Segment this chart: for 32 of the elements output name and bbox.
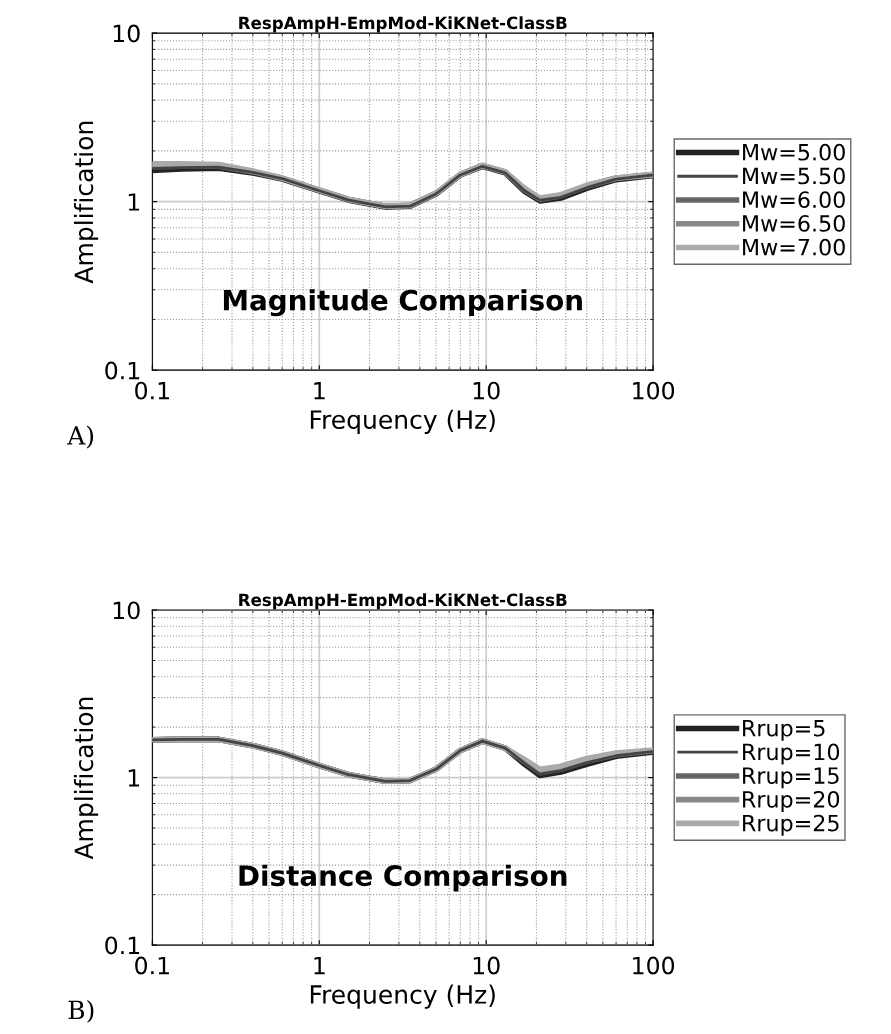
chart-title: RespAmpH-EmpMod-KiKNet-ClassB xyxy=(239,16,567,33)
legend-label: Rrup=10 xyxy=(743,743,840,765)
y-axis-title: Amplification xyxy=(73,697,99,860)
annotation: Magnitude Comparison xyxy=(223,289,582,317)
legend-label: Mw=6.50 xyxy=(743,215,845,232)
legend-label: Rrup=25 xyxy=(743,814,839,836)
annotation: Distance Comparison xyxy=(239,864,567,892)
legend-label: Rrup=5 xyxy=(743,720,825,741)
x-tick-label: 1 xyxy=(314,956,325,975)
x-axis-title: Frequency (Hz) xyxy=(310,409,495,434)
y-tick-label: 0.1 xyxy=(105,361,140,380)
chart-title: RespAmpH-EmpMod-KiKNet-ClassB xyxy=(239,593,567,610)
legend-label: Mw=6.00 xyxy=(743,191,845,209)
text: B) xyxy=(68,999,94,1023)
text: A) xyxy=(67,425,94,449)
y-tick-label: 1 xyxy=(128,193,140,211)
legend-label: Rrup=15 xyxy=(743,767,839,789)
x-tick-label: 100 xyxy=(633,956,675,975)
x-tick-label: 100 xyxy=(633,381,675,400)
x-tick-label: 10 xyxy=(473,956,500,975)
y-axis-title: Amplification xyxy=(73,121,99,284)
y-tick-label: 10 xyxy=(113,24,140,43)
y-tick-label: 1 xyxy=(128,769,140,787)
x-tick-label: 10 xyxy=(473,381,500,400)
y-tick-label: 0.1 xyxy=(105,936,140,955)
y-tick-label: 10 xyxy=(113,601,140,620)
legend-label: Rrup=20 xyxy=(743,790,840,813)
legend-label: Mw=7.00 xyxy=(743,238,845,256)
legend-label: Mw=5.50 xyxy=(743,167,845,185)
x-axis-title: Frequency (Hz) xyxy=(310,984,495,1009)
legend-label: Mw=5.00 xyxy=(743,143,845,161)
x-tick-label: 1 xyxy=(314,382,325,400)
